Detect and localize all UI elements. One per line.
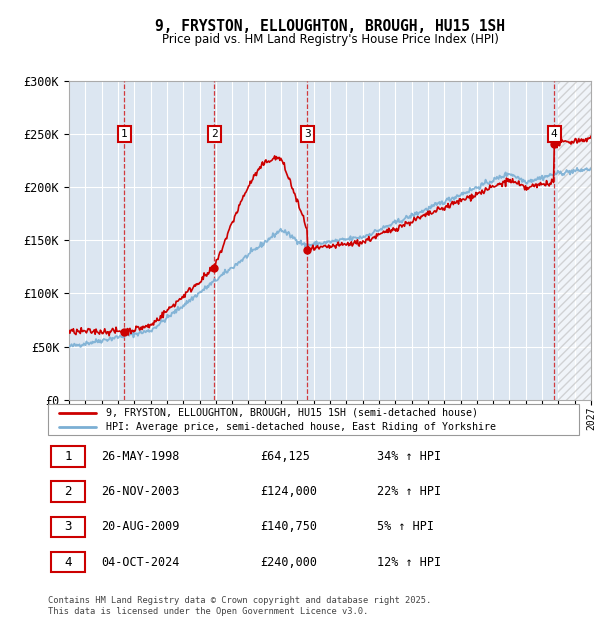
Text: Price paid vs. HM Land Registry's House Price Index (HPI): Price paid vs. HM Land Registry's House … <box>161 33 499 45</box>
Bar <box>559 81 591 400</box>
Text: 4: 4 <box>64 556 71 569</box>
Text: HPI: Average price, semi-detached house, East Riding of Yorkshire: HPI: Average price, semi-detached house,… <box>106 422 496 432</box>
Text: 3: 3 <box>64 520 71 533</box>
Text: 04-OCT-2024: 04-OCT-2024 <box>101 556 179 569</box>
Text: Contains HM Land Registry data © Crown copyright and database right 2025.
This d: Contains HM Land Registry data © Crown c… <box>48 596 431 616</box>
Text: 20-AUG-2009: 20-AUG-2009 <box>101 520 179 533</box>
Text: 22% ↑ HPI: 22% ↑ HPI <box>377 485 442 498</box>
Text: 26-MAY-1998: 26-MAY-1998 <box>101 450 179 463</box>
FancyBboxPatch shape <box>50 481 85 502</box>
Text: 26-NOV-2003: 26-NOV-2003 <box>101 485 179 498</box>
Text: 4: 4 <box>551 129 557 139</box>
FancyBboxPatch shape <box>50 552 85 572</box>
Text: 9, FRYSTON, ELLOUGHTON, BROUGH, HU15 1SH: 9, FRYSTON, ELLOUGHTON, BROUGH, HU15 1SH <box>155 19 505 33</box>
Text: 34% ↑ HPI: 34% ↑ HPI <box>377 450 442 463</box>
Text: 2: 2 <box>211 129 218 139</box>
Text: 1: 1 <box>64 450 71 463</box>
FancyBboxPatch shape <box>50 446 85 467</box>
Text: 1: 1 <box>121 129 128 139</box>
Text: 9, FRYSTON, ELLOUGHTON, BROUGH, HU15 1SH (semi-detached house): 9, FRYSTON, ELLOUGHTON, BROUGH, HU15 1SH… <box>106 407 478 418</box>
Text: £64,125: £64,125 <box>260 450 310 463</box>
Text: 5% ↑ HPI: 5% ↑ HPI <box>377 520 434 533</box>
Text: 3: 3 <box>304 129 311 139</box>
Text: 12% ↑ HPI: 12% ↑ HPI <box>377 556 442 569</box>
Text: £124,000: £124,000 <box>260 485 317 498</box>
FancyBboxPatch shape <box>50 516 85 538</box>
Text: £240,000: £240,000 <box>260 556 317 569</box>
Text: 2: 2 <box>64 485 71 498</box>
Text: £140,750: £140,750 <box>260 520 317 533</box>
